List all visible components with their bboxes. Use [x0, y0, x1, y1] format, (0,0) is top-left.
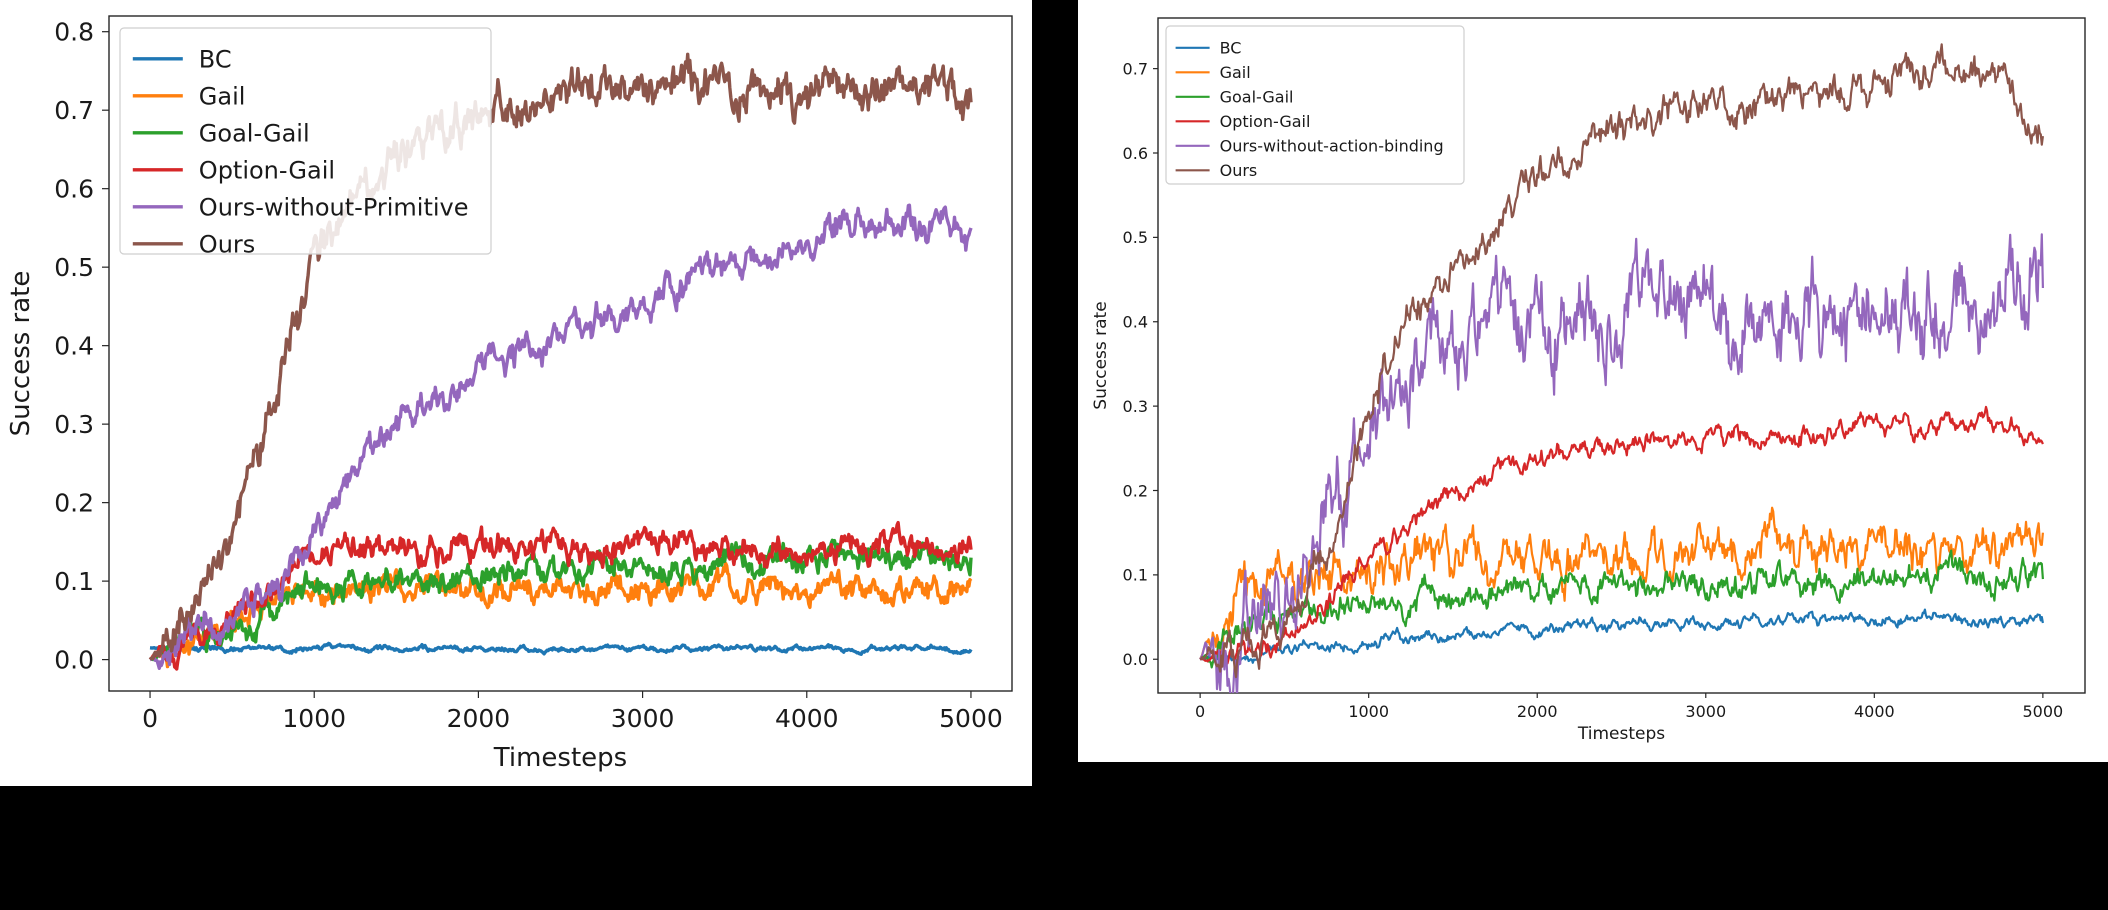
x-tick-label: 0	[1195, 702, 1205, 721]
y-tick-label: 0.3	[1123, 397, 1148, 416]
legend-label-ours-without-primitive: Ours-without-Primitive	[199, 193, 469, 221]
legend-label-gail: Gail	[1220, 63, 1251, 82]
series-line-ours	[148, 52, 973, 661]
legend-label-bc: BC	[199, 45, 232, 73]
y-tick-label: 0.6	[1123, 144, 1148, 163]
y-tick-label: 0.7	[1123, 59, 1148, 78]
y-tick-label: 0.5	[1123, 228, 1148, 247]
legend-label-ours-without-action-binding: Ours-without-action-binding	[1220, 137, 1444, 156]
x-tick-label: 5000	[939, 704, 1003, 733]
x-tick-label: 3000	[611, 704, 675, 733]
legend-label-option-gail: Option-Gail	[1220, 112, 1311, 131]
x-tick-label: 2000	[1517, 702, 1558, 721]
line-chart-right: 0 1000 2000 3000 4000 5000 0.0 0.1 0.2 0.3 0.4 0.5 0…	[1091, 17, 2086, 744]
series-line-bc	[1199, 608, 2044, 666]
y-tick-label: 0.0	[54, 646, 94, 675]
series-line-ours	[1199, 43, 2044, 679]
chart-panel-left: 0 1000 2000 3000 4000 5000 0.0 0.1 0.2 0.3 0.4 0.5 0…	[0, 0, 1032, 786]
series-line-goal-gail	[1199, 549, 2044, 669]
line-chart-left: 0 1000 2000 3000 4000 5000 0.0 0.1 0.2 0.3 0.4 0.5 0…	[6, 15, 1013, 773]
x-tick-label: 4000	[775, 704, 839, 733]
series-line-ours-without-primitive	[149, 203, 973, 670]
y-tick-label: 0.6	[54, 175, 94, 204]
y-tick-label: 0.2	[54, 489, 94, 518]
series-line-goal-gail	[149, 538, 973, 662]
y-axis-label: Success rate	[1091, 301, 1111, 409]
x-tick-label: 1000	[1348, 702, 1389, 721]
x-axis-label: Timesteps	[493, 743, 627, 773]
legend-label-gail: Gail	[199, 82, 246, 110]
x-tick-label: 3000	[1685, 702, 1726, 721]
legend-box	[1165, 25, 1465, 185]
y-tick-label: 0.8	[54, 18, 94, 47]
chart-panel-right: 0 1000 2000 3000 4000 5000 0.0 0.1 0.2 0.3 0.4 0.5 0…	[1078, 0, 2108, 762]
series-line-ours-without-action-binding	[1199, 233, 2044, 693]
y-tick-label: 0.3	[54, 410, 94, 439]
legend-label-goal-gail: Goal-Gail	[1220, 88, 1294, 107]
legend-box	[119, 27, 492, 255]
x-axis-label: Timesteps	[1577, 724, 1665, 744]
series-line-option-gail	[1199, 405, 2044, 665]
y-tick-label: 0.1	[1123, 566, 1148, 585]
y-tick-label: 0.5	[54, 253, 94, 282]
legend-label-bc: BC	[1220, 39, 1242, 58]
legend-label-goal-gail: Goal-Gail	[199, 119, 310, 147]
x-tick-label: 1000	[282, 704, 346, 733]
legend: BC Gail Goal-Gail Option-Gail Ours-without-a…	[1165, 25, 1465, 185]
series-line-gail	[1199, 506, 2044, 660]
legend-label-ours: Ours	[1220, 161, 1258, 180]
x-tick-label: 4000	[1854, 702, 1895, 721]
legend: BC Gail Goal-Gail Option-Gail Ours-without-P…	[119, 27, 492, 258]
y-tick-label: 0.7	[54, 96, 94, 125]
series-group	[1199, 43, 2044, 693]
series-line-bc	[149, 641, 973, 656]
legend-label-ours: Ours	[199, 230, 255, 258]
y-tick-label: 0.1	[54, 567, 94, 596]
y-tick-label: 0.2	[1123, 481, 1148, 500]
y-axis-label: Success rate	[6, 271, 36, 437]
x-tick-label: 0	[142, 704, 158, 733]
y-tick-label: 0.4	[54, 332, 94, 361]
x-tick-label: 2000	[447, 704, 511, 733]
series-group	[148, 52, 973, 671]
y-tick-label: 0.0	[1123, 650, 1148, 669]
y-tick-label: 0.4	[1123, 313, 1148, 332]
x-tick-label: 5000	[2023, 702, 2064, 721]
legend-label-option-gail: Option-Gail	[199, 156, 335, 184]
